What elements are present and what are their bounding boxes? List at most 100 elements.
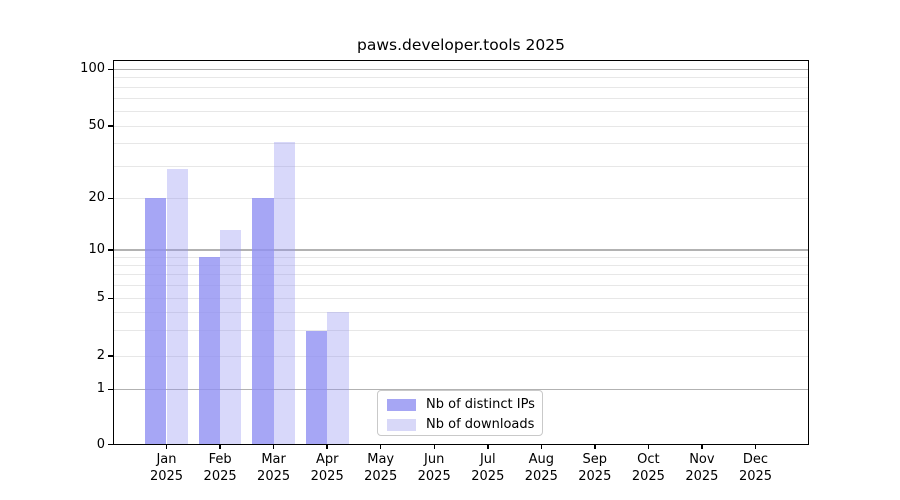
legend-item: Nb of distinct IPs: [387, 396, 542, 413]
y-tick-mark: [108, 249, 113, 251]
x-tick-label: Dec 2025: [716, 452, 796, 485]
y-tick-label: 100: [80, 61, 105, 77]
minor-gridline: [113, 297, 809, 299]
legend-item: Nb of downloads: [387, 416, 542, 433]
x-tick-year: 2025: [364, 468, 398, 484]
major-gridline: [113, 68, 809, 70]
x-tick-year: 2025: [203, 468, 237, 484]
x-tick-label: Mar 2025: [234, 452, 314, 485]
x-tick-label: Jan 2025: [127, 452, 207, 485]
x-tick-mark: [272, 444, 275, 449]
minor-gridline: [113, 125, 809, 127]
x-tick-mark: [219, 444, 221, 449]
bar-distinct-ips: [305, 330, 328, 445]
legend-swatch-distinct-ips: [387, 398, 416, 411]
y-tick-label: 1: [96, 381, 105, 397]
y-tick-mark: [108, 125, 113, 127]
minor-gridline: [113, 256, 809, 258]
x-tick-label: Apr 2025: [287, 452, 367, 485]
bar-downloads: [327, 312, 349, 445]
x-tick-month: Jul: [479, 452, 496, 467]
legend-item-label: Nb of downloads: [426, 417, 535, 432]
minor-gridline: [113, 77, 809, 79]
x-tick-month: Mar: [261, 452, 286, 467]
x-tick-label: Oct 2025: [608, 452, 688, 485]
x-tick-month: Jun: [424, 452, 445, 467]
y-tick-mark: [108, 68, 113, 71]
legend-rows: Nb of distinct IPs Nb of downloads: [387, 396, 542, 433]
y-tick-label: 10: [88, 242, 105, 257]
x-tick-month: May: [367, 452, 395, 467]
major-gridline: [113, 388, 809, 390]
minor-gridline: [113, 110, 809, 112]
x-tick-year: 2025: [310, 468, 344, 484]
x-tick-mark: [433, 444, 435, 449]
x-tick-month: Nov: [689, 452, 715, 467]
x-tick-mark: [379, 444, 382, 449]
bar-downloads: [166, 169, 188, 445]
x-tick-mark: [165, 444, 168, 449]
y-tick-label: 2: [96, 348, 105, 363]
minor-gridline: [113, 143, 809, 145]
minor-gridline: [113, 197, 809, 199]
x-tick-mark: [540, 444, 543, 449]
x-tick-month: Feb: [208, 452, 232, 467]
x-tick-month: Aug: [528, 452, 554, 467]
x-tick-year: 2025: [578, 468, 612, 484]
y-tick-label: 20: [88, 190, 105, 206]
x-tick-mark: [594, 444, 596, 449]
minor-gridline: [113, 165, 809, 167]
bar-distinct-ips: [145, 198, 167, 445]
bar-downloads: [273, 141, 295, 445]
x-tick-mark: [701, 444, 703, 449]
minor-gridline: [113, 329, 809, 331]
minor-gridline: [113, 265, 809, 267]
x-tick-year: 2025: [738, 468, 773, 484]
minor-gridline: [113, 274, 809, 276]
legend-swatch-downloads: [387, 418, 416, 431]
y-tick-mark: [108, 197, 113, 200]
y-tick-mark: [108, 388, 113, 391]
x-tick-label: Jun 2025: [394, 452, 474, 485]
x-tick-label: Sep 2025: [555, 452, 635, 485]
x-tick-mark: [754, 444, 757, 449]
x-tick-month: Apr: [315, 452, 339, 467]
legend: Nb of distinct IPs Nb of downloads: [377, 390, 543, 436]
y-tick-label: 5: [96, 290, 105, 306]
x-tick-month: Oct: [637, 452, 660, 467]
y-tick-mark: [108, 443, 113, 446]
minor-gridline: [113, 355, 809, 357]
y-tick-label: 50: [88, 118, 105, 133]
bar-distinct-ips: [252, 198, 274, 445]
y-tick-label: 0: [96, 436, 105, 452]
minor-gridline: [113, 285, 809, 287]
x-tick-year: 2025: [417, 468, 451, 484]
chart-title: paws.developer.tools 2025: [357, 36, 565, 54]
x-tick-month: Dec: [742, 452, 769, 467]
minor-gridline: [113, 87, 809, 89]
bar-downloads: [220, 230, 242, 445]
x-tick-mark: [647, 444, 650, 449]
y-tick-mark: [108, 297, 113, 300]
x-tick-label: Nov 2025: [662, 452, 742, 485]
minor-gridline: [113, 97, 809, 99]
x-tick-label: May 2025: [341, 452, 421, 485]
x-tick-year: 2025: [524, 468, 558, 484]
x-tick-label: Aug 2025: [501, 452, 581, 485]
x-tick-month: Jan: [156, 452, 177, 467]
plot-area: [113, 60, 809, 445]
x-tick-label: Jul 2025: [448, 452, 528, 485]
y-tick-mark: [108, 355, 113, 357]
x-tick-month: Sep: [582, 452, 608, 467]
minor-gridline: [113, 311, 809, 313]
legend-item-label: Nb of distinct IPs: [426, 397, 535, 412]
x-tick-year: 2025: [685, 468, 719, 484]
x-tick-label: Feb 2025: [180, 452, 260, 485]
bar-distinct-ips: [198, 257, 221, 445]
major-gridline: [113, 249, 809, 251]
x-tick-mark: [487, 444, 489, 449]
x-tick-year: 2025: [149, 468, 184, 484]
x-tick-mark: [326, 444, 328, 449]
x-tick-year: 2025: [471, 468, 505, 484]
